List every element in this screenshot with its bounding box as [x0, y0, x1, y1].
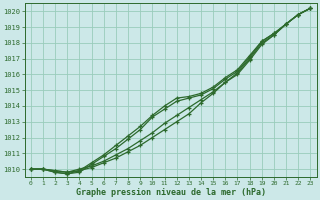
X-axis label: Graphe pression niveau de la mer (hPa): Graphe pression niveau de la mer (hPa)	[76, 188, 266, 197]
